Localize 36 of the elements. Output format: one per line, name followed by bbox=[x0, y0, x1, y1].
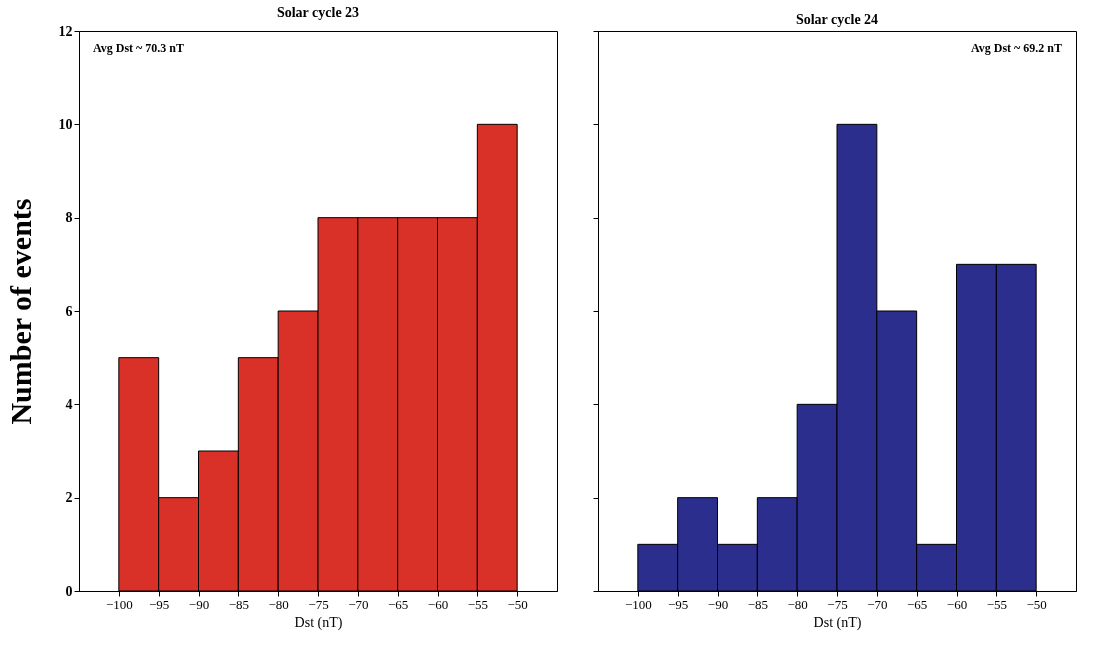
x-tick-label: −90 bbox=[707, 596, 729, 612]
y-axis-title: Number of events bbox=[3, 198, 37, 425]
y-tick-label: 6 bbox=[65, 303, 73, 319]
x-tick-label: −55 bbox=[467, 596, 489, 612]
x-tick-label: −100 bbox=[105, 596, 133, 612]
y-tick-label: 10 bbox=[58, 116, 73, 132]
y-tick-label: 0 bbox=[65, 583, 73, 599]
x-tick-label: −50 bbox=[1026, 596, 1047, 612]
x-tick-label: −95 bbox=[667, 596, 689, 612]
x-tick-label: −90 bbox=[188, 596, 210, 612]
x-axis-title: Dst (nT) bbox=[294, 614, 343, 631]
annotation: Avg Dst ~ 69.2 nT bbox=[970, 41, 1062, 55]
x-tick-label: −80 bbox=[268, 596, 289, 612]
x-tick-label: −60 bbox=[946, 596, 968, 612]
annotation: Avg Dst ~ 70.3 nT bbox=[93, 41, 185, 55]
x-tick-label: −65 bbox=[387, 596, 409, 612]
x-tick-label: −55 bbox=[986, 596, 1008, 612]
x-tick-label: −95 bbox=[148, 596, 170, 612]
x-tick-label: −75 bbox=[827, 596, 848, 612]
x-tick-label: −70 bbox=[348, 596, 369, 612]
y-tick-label: 8 bbox=[65, 210, 73, 226]
y-tick-label: 4 bbox=[65, 396, 73, 412]
y-tick-label: 12 bbox=[58, 23, 73, 39]
x-tick-label: −100 bbox=[624, 596, 652, 612]
chart-title: Solar cycle 23 bbox=[276, 5, 360, 20]
x-tick-label: −50 bbox=[507, 596, 528, 612]
x-tick-label: −70 bbox=[867, 596, 888, 612]
x-tick-label: −65 bbox=[906, 596, 928, 612]
chart-title: Solar cycle 24 bbox=[795, 11, 879, 27]
x-tick-label: −80 bbox=[787, 596, 808, 612]
x-tick-label: −75 bbox=[308, 596, 329, 612]
x-tick-label: −85 bbox=[747, 596, 769, 612]
x-tick-label: −60 bbox=[427, 596, 449, 612]
x-tick-label: −85 bbox=[228, 596, 250, 612]
x-axis-title: Dst (nT) bbox=[813, 614, 862, 631]
y-tick-label: 2 bbox=[65, 490, 73, 506]
